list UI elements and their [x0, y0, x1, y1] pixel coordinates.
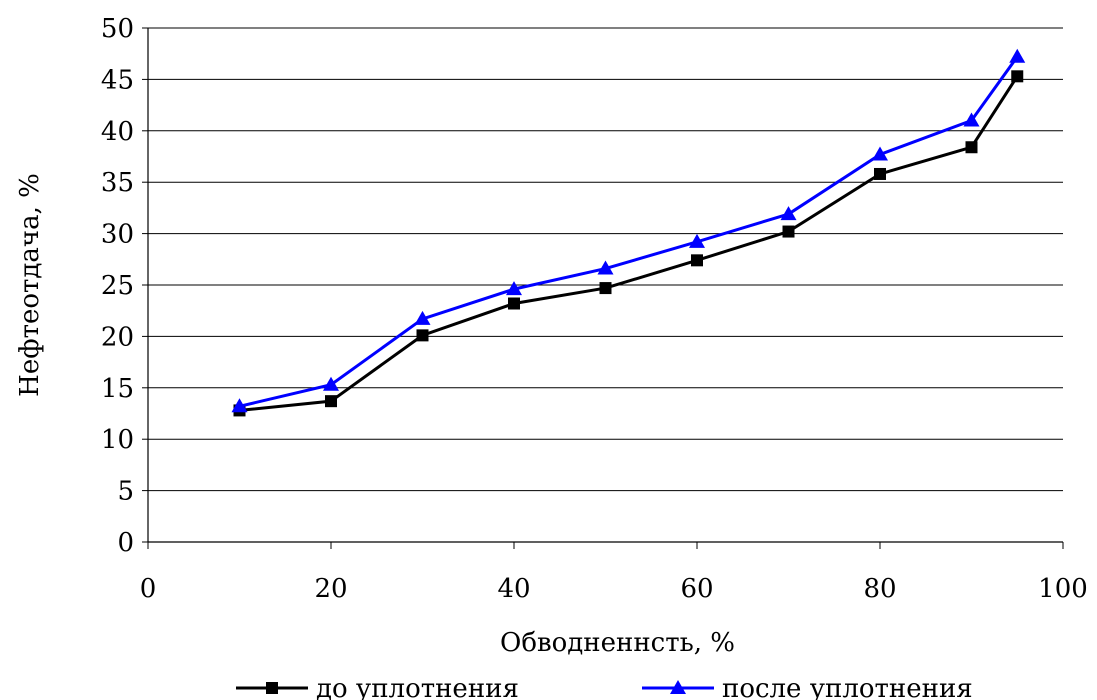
- y-tick-labels: 0 5 10 15 20 25 30 35 40 45 50: [101, 14, 134, 558]
- y-tick-label: 15: [101, 374, 134, 404]
- y-tick-label: 5: [117, 477, 134, 507]
- y-tick-label: 10: [101, 425, 134, 455]
- data-point: [599, 282, 612, 295]
- axes: [142, 27, 1064, 549]
- series-before: [233, 70, 1024, 417]
- legend-item: после уплотнения: [642, 674, 973, 700]
- data-point: [506, 281, 522, 296]
- gridlines: [148, 27, 1063, 492]
- data-point: [780, 206, 797, 221]
- data-point: [266, 682, 278, 694]
- y-tick-label: 50: [101, 14, 134, 44]
- series-after: [231, 48, 1026, 413]
- series-line: [239, 55, 1019, 408]
- data-point: [691, 254, 703, 267]
- legend: до уплотнения после уплотнения: [236, 674, 973, 700]
- y-tick-label: 45: [101, 65, 134, 95]
- x-tick-label: 0: [140, 574, 157, 604]
- series-group: [231, 48, 1026, 417]
- data-point: [597, 260, 614, 275]
- data-point: [782, 225, 795, 238]
- data-point: [231, 398, 248, 413]
- y-tick-label: 40: [101, 117, 134, 147]
- y-tick-label: 0: [117, 528, 134, 558]
- x-tick-labels: 0 20 40 60 80 100: [140, 574, 1088, 604]
- data-point: [872, 146, 888, 161]
- data-point: [963, 112, 980, 127]
- data-point: [689, 233, 705, 248]
- data-point: [508, 297, 520, 310]
- data-point: [670, 680, 686, 694]
- y-tick-label: 20: [101, 322, 134, 352]
- y-tick-label: 35: [101, 168, 134, 198]
- y-tick-label: 25: [101, 271, 134, 301]
- legend-item: до уплотнения: [236, 674, 519, 700]
- data-point: [965, 141, 978, 154]
- x-axis-title: Обводненнсть, %: [500, 628, 735, 658]
- x-tick-label: 80: [863, 574, 896, 604]
- legend-label: после уплотнения: [722, 674, 973, 700]
- x-tick-label: 60: [680, 574, 713, 604]
- series-line: [239, 75, 1019, 412]
- y-axis-title: Нефтеотдача, %: [15, 173, 45, 397]
- x-tick-label: 40: [497, 574, 530, 604]
- x-tick-label: 20: [314, 574, 347, 604]
- data-point: [323, 376, 339, 391]
- y-tick-label: 30: [101, 220, 134, 250]
- x-tick-label: 100: [1038, 574, 1088, 604]
- data-point: [325, 395, 337, 408]
- legend-label: до уплотнения: [316, 674, 519, 700]
- data-point: [874, 167, 886, 180]
- data-point: [414, 310, 431, 325]
- data-point: [1009, 48, 1026, 63]
- data-point: [416, 329, 429, 342]
- data-point: [1011, 70, 1024, 83]
